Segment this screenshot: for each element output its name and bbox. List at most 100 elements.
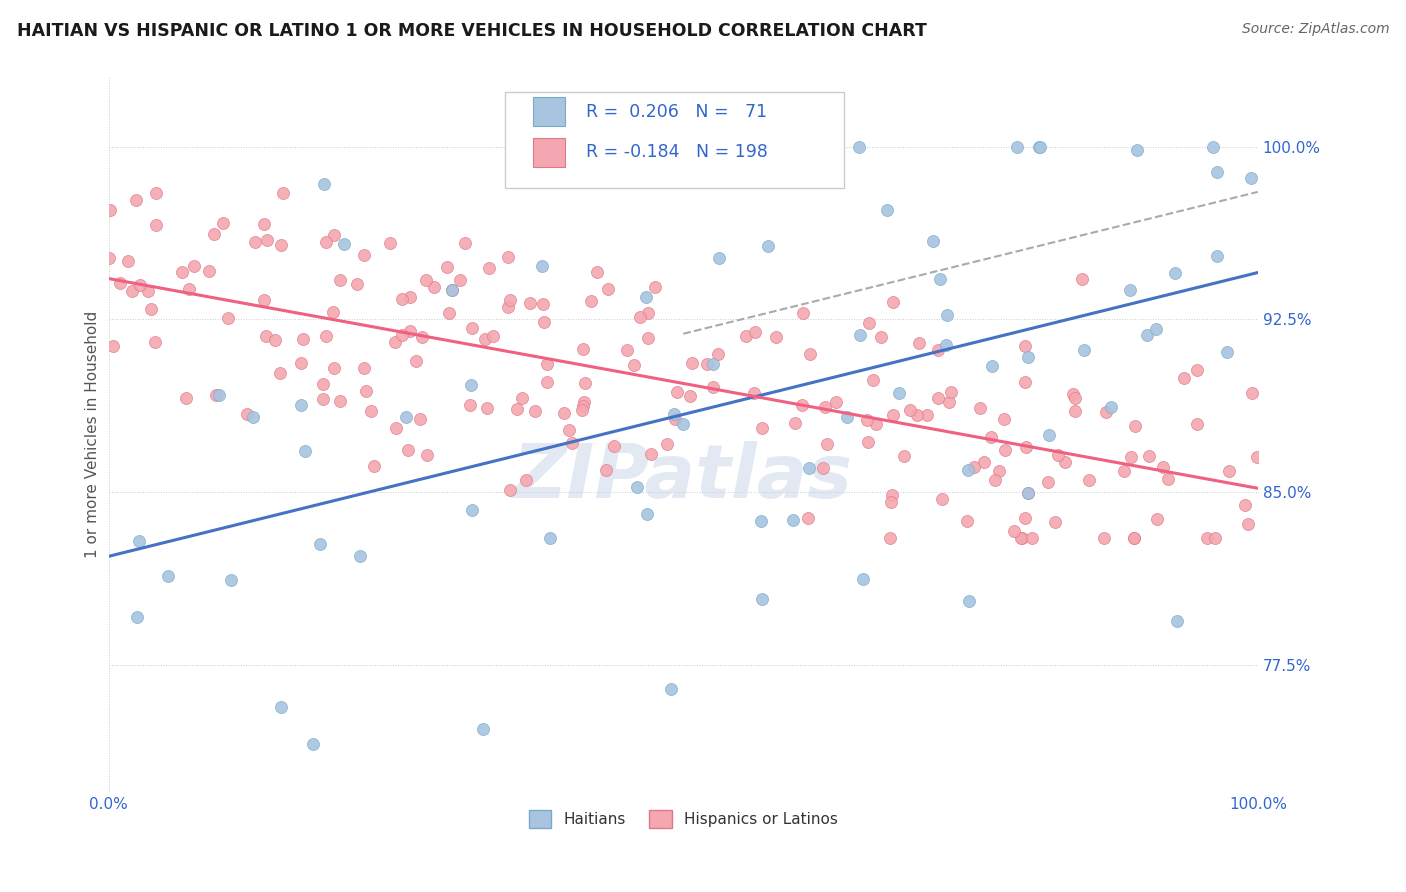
Text: Source: ZipAtlas.com: Source: ZipAtlas.com [1241, 22, 1389, 37]
Point [571, 399, 593, 413]
Point [702, 380, 724, 394]
Point [636, 508, 658, 522]
Point [637, 330, 659, 344]
Point [1028, 139, 1050, 153]
Point [349, 549, 371, 563]
Point [416, 448, 439, 462]
Point [1063, 391, 1085, 405]
Point [395, 410, 418, 425]
Point [121, 284, 143, 298]
Point [436, 260, 458, 274]
Point [437, 306, 460, 320]
Point [1014, 376, 1036, 390]
Point [1036, 475, 1059, 490]
Point [117, 253, 139, 268]
Point [1237, 516, 1260, 531]
Point [969, 401, 991, 415]
Point [785, 416, 807, 430]
Point [988, 464, 1011, 478]
Point [1156, 472, 1178, 486]
Point [98, 202, 121, 217]
Point [1185, 417, 1208, 432]
Point [1062, 387, 1084, 401]
Point [498, 293, 520, 308]
Point [799, 346, 821, 360]
Point [145, 186, 167, 200]
Point [835, 409, 858, 424]
Point [628, 310, 651, 325]
Point [460, 378, 482, 392]
Point [893, 449, 915, 463]
Point [963, 460, 986, 475]
Point [458, 398, 481, 412]
Point [312, 377, 335, 392]
Point [939, 384, 962, 399]
Point [681, 356, 703, 370]
Point [848, 327, 870, 342]
Point [315, 329, 337, 343]
Point [172, 264, 194, 278]
Point [882, 409, 904, 423]
Point [524, 404, 547, 418]
Point [510, 391, 533, 405]
Point [869, 329, 891, 343]
Point [558, 423, 581, 437]
Point [256, 233, 278, 247]
Point [1144, 322, 1167, 336]
Point [498, 483, 520, 497]
Point [496, 250, 519, 264]
Point [572, 342, 595, 356]
Point [1136, 328, 1159, 343]
Point [1112, 464, 1135, 478]
Point [1073, 343, 1095, 357]
Point [707, 346, 730, 360]
Point [1146, 512, 1168, 526]
Point [519, 296, 541, 310]
Point [1241, 385, 1264, 400]
Point [107, 860, 129, 874]
Point [1007, 139, 1029, 153]
Point [1204, 532, 1226, 546]
Point [384, 335, 406, 350]
Point [212, 216, 235, 230]
Point [461, 321, 484, 335]
Point [790, 398, 813, 412]
Point [454, 235, 477, 250]
Point [314, 177, 336, 191]
Point [742, 386, 765, 401]
Point [1021, 532, 1043, 546]
Point [411, 329, 433, 343]
Point [1002, 524, 1025, 538]
Point [354, 384, 377, 398]
Point [409, 412, 432, 426]
Point [1152, 459, 1174, 474]
Point [312, 392, 335, 406]
Point [506, 402, 529, 417]
Point [586, 265, 609, 279]
Point [696, 357, 718, 371]
Point [1240, 171, 1263, 186]
Point [957, 593, 980, 607]
Point [477, 401, 499, 416]
Point [323, 228, 346, 243]
Point [973, 454, 995, 468]
Point [157, 569, 180, 583]
Point [571, 403, 593, 417]
Point [1092, 532, 1115, 546]
Point [1038, 428, 1060, 442]
Point [440, 283, 463, 297]
Point [477, 260, 499, 275]
Point [101, 339, 124, 353]
Point [1043, 515, 1066, 529]
Point [128, 277, 150, 292]
Point [110, 277, 132, 291]
Point [603, 439, 626, 453]
Point [744, 326, 766, 340]
Point [1206, 164, 1229, 178]
Point [399, 290, 422, 304]
Point [128, 534, 150, 549]
Point [898, 403, 921, 417]
Point [141, 302, 163, 317]
Point [461, 502, 484, 516]
Point [797, 510, 820, 524]
